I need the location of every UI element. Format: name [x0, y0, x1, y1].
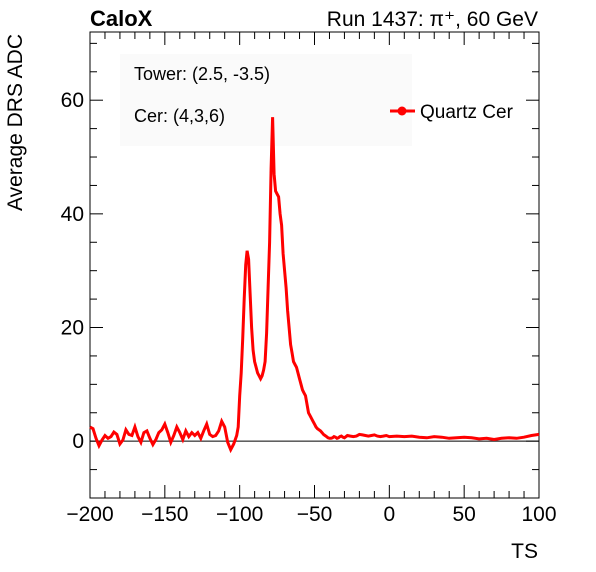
x-tick-label: −150 [141, 503, 188, 526]
header-right: Run 1437: π⁺, 60 GeV [327, 8, 538, 31]
x-axis: −200 −150 −100 −50 0 50 100 [66, 32, 557, 526]
y-axis-label: Average DRS ADC [4, 34, 27, 211]
series-group [89, 117, 540, 454]
x-tick-label: 50 [452, 503, 475, 526]
x-tick-label: 0 [383, 503, 395, 526]
y-axis: 0 20 40 60 [61, 42, 539, 499]
y-tick-label: 60 [61, 89, 84, 112]
legend: Quartz Cer [390, 102, 514, 123]
annotation-tower: Tower: (2.5, -3.5) [134, 64, 270, 84]
x-axis-label: TS [511, 540, 538, 563]
annotation-cer: Cer: (4,3,6) [134, 106, 225, 126]
series-line-quartz-cer [89, 117, 540, 454]
x-tick-label: 100 [521, 503, 556, 526]
x-tick-label: −200 [66, 503, 113, 526]
y-tick-label: 0 [72, 430, 84, 453]
legend-marker [397, 106, 407, 116]
x-tick-label: −50 [297, 503, 333, 526]
legend-label: Quartz Cer [420, 102, 514, 123]
x-tick-label: −100 [216, 503, 263, 526]
y-tick-label: 20 [61, 317, 84, 340]
header-left: CaloX [90, 6, 153, 31]
annotation-box [120, 54, 412, 146]
y-tick-label: 40 [61, 203, 84, 226]
